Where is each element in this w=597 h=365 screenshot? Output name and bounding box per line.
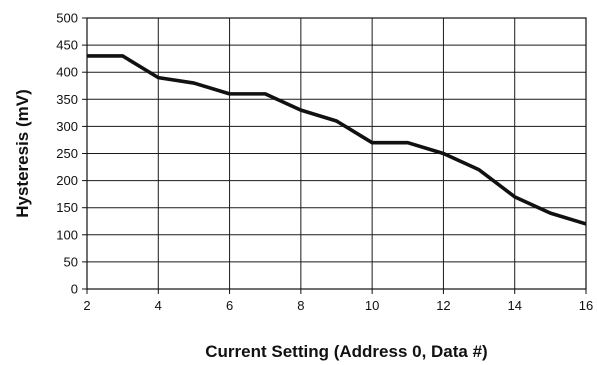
y-tick-label: 400 bbox=[56, 65, 78, 80]
y-tick-label: 500 bbox=[56, 11, 78, 26]
y-tick-label: 200 bbox=[56, 173, 78, 188]
y-axis-title: Hysteresis (mV) bbox=[13, 89, 32, 218]
x-tick-label: 12 bbox=[436, 298, 450, 313]
y-tick-label: 150 bbox=[56, 200, 78, 215]
x-axis-title: Current Setting (Address 0, Data #) bbox=[205, 342, 487, 361]
grid bbox=[86, 17, 587, 290]
x-tick-label: 8 bbox=[297, 298, 304, 313]
y-tick-label: 300 bbox=[56, 119, 78, 134]
x-tick-label: 4 bbox=[155, 298, 162, 313]
y-tick-label: 450 bbox=[56, 38, 78, 53]
y-tick-label: 250 bbox=[56, 146, 78, 161]
series-line-0 bbox=[87, 54, 587, 226]
x-tick-label: 10 bbox=[365, 298, 379, 313]
x-tick-label: 14 bbox=[507, 298, 521, 313]
tick-labels: 0 50 100 150 200 250 300 350 400 450 500 2 4 6 8 10 12 14… bbox=[56, 11, 593, 314]
y-tick-label: 50 bbox=[64, 254, 78, 269]
axes bbox=[82, 17, 587, 294]
x-tick-label: 2 bbox=[83, 298, 90, 313]
x-tick-label: 6 bbox=[226, 298, 233, 313]
x-tick-label: 16 bbox=[579, 298, 593, 313]
y-tick-label: 100 bbox=[56, 227, 78, 242]
y-tick-label: 350 bbox=[56, 92, 78, 107]
series-layer bbox=[87, 54, 587, 226]
y-tick-label: 0 bbox=[71, 282, 78, 297]
